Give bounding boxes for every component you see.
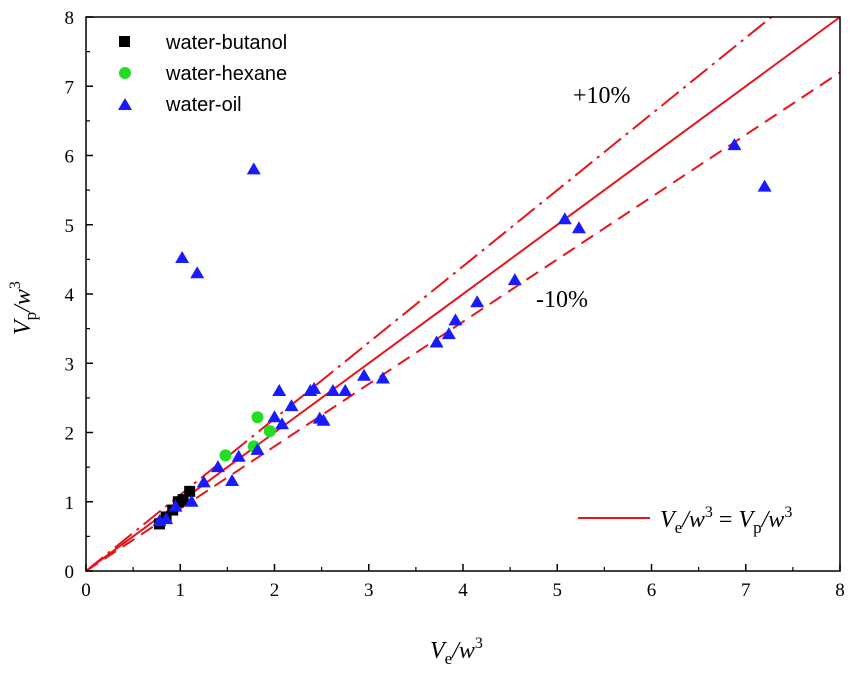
x-tick-label: 3 [364, 580, 374, 601]
data-point-water-oil [307, 381, 322, 394]
y-tick-label: 3 [65, 354, 75, 375]
data-point-water-oil [375, 371, 390, 384]
x-tick-label: 5 [553, 580, 563, 601]
data-point-water-oil [338, 383, 353, 396]
y-tick-label: 7 [65, 77, 75, 98]
fit-legend-label: Ve/w3 = Vp/w3 [660, 504, 792, 537]
legend-label-water-butanol: water-butanol [165, 32, 287, 54]
fit-line-legend: Ve/w3 = Vp/w3 [578, 504, 792, 537]
data-point-water-oil [357, 368, 372, 381]
data-point-water-oil [727, 138, 742, 151]
y-tick-label: 6 [65, 147, 75, 168]
data-point-water-oil [757, 179, 772, 192]
data-point-water-oil [448, 313, 463, 326]
data-point-water-oil [159, 512, 174, 525]
data-point-water-oil [571, 221, 586, 234]
x-tick-label: 0 [81, 580, 91, 601]
annotation-minus-10: -10% [536, 287, 588, 313]
data-point-water-oil [325, 383, 340, 396]
y-tick-label: 1 [65, 493, 75, 514]
y-tick-label: 4 [65, 285, 75, 306]
annotation-plus-10: +10% [573, 83, 631, 109]
data-point-water-oil [231, 449, 246, 462]
legend-label-water-oil: water-oil [165, 94, 242, 116]
data-point-water-oil [225, 473, 240, 486]
data-point-water-oil [316, 413, 331, 426]
data-point-water-oil [184, 494, 199, 507]
data-point-water-oil [470, 295, 485, 308]
reference-line-solid [85, 16, 841, 572]
x-tick-label: 4 [458, 580, 468, 601]
data-point-water-hexane [251, 411, 264, 424]
data-point-water-oil [196, 475, 211, 488]
x-tick-label: 2 [270, 580, 280, 601]
y-tick-label: 5 [65, 216, 75, 237]
x-axis-title: Ve/w3 [430, 635, 483, 668]
data-point-water-oil [190, 266, 205, 279]
legend: water-butanol water-hexane water-oil [118, 32, 287, 116]
data-point-water-oil [441, 327, 456, 340]
x-tick-label: 8 [835, 580, 845, 601]
data-point-water-oil [429, 335, 444, 348]
y-axis-title: Vp/w3 [7, 281, 40, 335]
data-points [152, 138, 772, 530]
legend-marker-water-hexane [119, 67, 131, 79]
data-point-water-butanol [177, 494, 189, 506]
data-point-water-oil [275, 417, 290, 430]
x-tick-label: 6 [647, 580, 657, 601]
data-point-water-hexane [219, 449, 232, 462]
data-point-water-oil [246, 162, 261, 175]
data-point-water-oil [272, 383, 287, 396]
y-tick-label: 0 [65, 562, 75, 583]
data-point-water-oil [557, 212, 572, 225]
data-point-water-hexane [263, 425, 276, 438]
x-tick-label: 1 [176, 580, 186, 601]
data-point-water-oil [210, 460, 225, 473]
data-point-water-oil [250, 442, 265, 455]
y-tick-label: 8 [65, 8, 75, 29]
data-point-water-oil [168, 499, 183, 512]
data-point-water-oil [284, 399, 299, 412]
data-point-water-oil [175, 250, 190, 263]
x-tick-label: 7 [741, 580, 751, 601]
legend-marker-water-butanol [119, 36, 130, 47]
y-tick-label: 2 [65, 424, 75, 445]
reference-line-dash [85, 71, 841, 572]
data-point-water-butanol [184, 485, 196, 497]
data-point-water-oil [267, 410, 282, 423]
reference-lines [85, 16, 841, 572]
legend-label-water-hexane: water-hexane [165, 63, 287, 85]
data-point-water-oil [507, 273, 522, 286]
legend-marker-water-oil [118, 98, 132, 110]
axis-ticks: 0 1 2 3 4 5 6 7 8 0 1 2 3 4 5 6 7 8 [65, 8, 845, 601]
